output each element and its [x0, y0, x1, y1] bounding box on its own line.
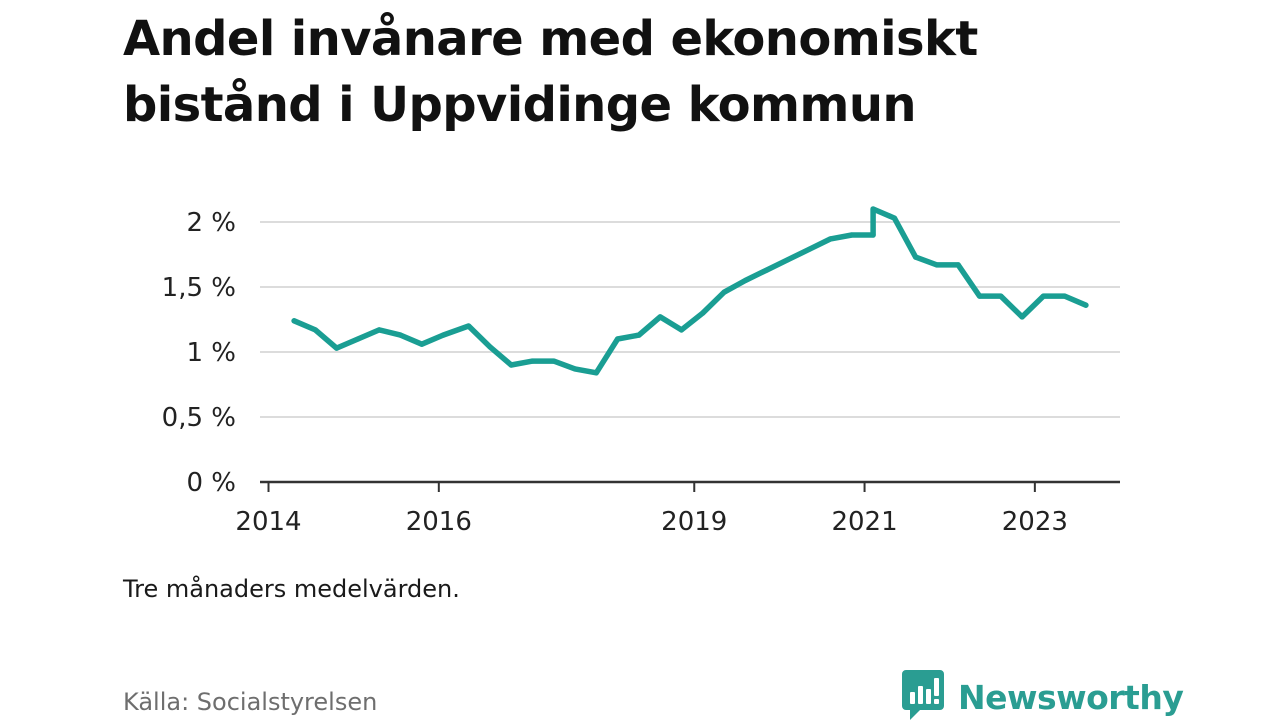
data-point — [891, 215, 898, 221]
grid-lines — [260, 221, 1120, 418]
data-point — [742, 277, 748, 284]
series-layer — [291, 206, 1089, 376]
data-point — [849, 232, 855, 238]
data-point — [440, 332, 446, 338]
y-tick-label: 2 % — [186, 208, 236, 238]
data-point — [419, 341, 425, 347]
chart-note: Tre månaders medelvärden. — [123, 575, 460, 603]
series-line — [291, 206, 1089, 376]
source-credit: Källa: Socialstyrelsen — [123, 688, 378, 716]
x-axis — [260, 480, 1120, 492]
x-axis-tick-labels: 2014 2016 2019 2021 2023 — [235, 507, 1068, 537]
data-point — [1019, 314, 1025, 320]
y-tick-label: 0 % — [186, 468, 236, 498]
data-point — [976, 293, 983, 299]
data-point — [955, 262, 961, 268]
x-tick-label: 2019 — [661, 507, 727, 537]
data-point — [806, 246, 812, 252]
y-tick-label: 1 % — [186, 338, 236, 368]
data-point — [870, 206, 876, 212]
data-point — [572, 366, 578, 372]
data-point — [657, 314, 663, 320]
data-point — [764, 267, 770, 273]
x-tick-label: 2021 — [831, 507, 897, 537]
data-point — [593, 370, 599, 376]
data-point — [721, 289, 727, 295]
data-point — [397, 332, 404, 338]
newsworthy-logo-icon — [902, 670, 944, 724]
data-point — [934, 262, 940, 268]
data-point — [312, 327, 318, 333]
data-point — [487, 344, 493, 350]
data-point — [291, 318, 297, 324]
data-point — [1040, 293, 1046, 299]
brand-name: Newsworthy — [958, 677, 1184, 717]
data-point — [1062, 293, 1068, 299]
data-point — [508, 362, 514, 368]
y-tick-label: 0,5 % — [162, 403, 236, 433]
x-tick-label: 2023 — [1002, 507, 1068, 537]
data-point — [355, 336, 361, 342]
data-point — [466, 323, 472, 329]
y-tick-label: 1,5 % — [162, 273, 236, 303]
data-point — [551, 358, 557, 364]
data-point — [615, 336, 621, 342]
data-point — [870, 232, 876, 238]
data-point — [827, 236, 834, 242]
data-point — [913, 254, 919, 260]
data-point — [636, 332, 642, 338]
y-axis-tick-labels: 0 % 0,5 % 1 % 1,5 % 2 % — [162, 208, 236, 498]
x-tick-label: 2014 — [235, 507, 301, 537]
data-point — [529, 358, 536, 364]
data-point — [785, 257, 791, 263]
chart-title: Andel invånare med ekonomiskt bistånd i … — [123, 11, 978, 133]
data-point — [998, 293, 1004, 299]
data-point — [376, 327, 382, 333]
x-tick-label: 2016 — [406, 507, 472, 537]
data-point — [678, 327, 685, 333]
data-point — [700, 310, 706, 316]
data-point — [334, 345, 340, 351]
brand-logo[interactable]: Newsworthy — [902, 670, 1184, 724]
data-point — [1083, 302, 1089, 308]
